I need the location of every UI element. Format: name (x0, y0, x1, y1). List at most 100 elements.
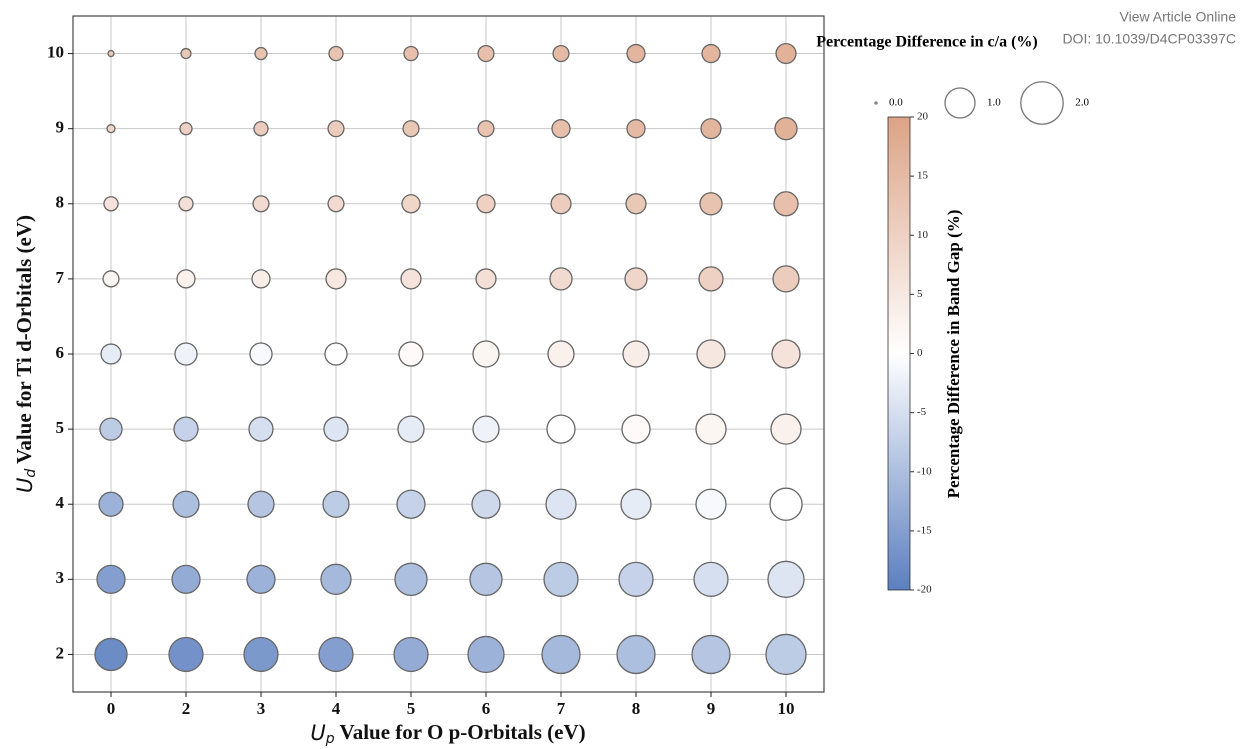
colorbar-tick-label: -15 (917, 524, 932, 536)
bubble (253, 120, 269, 137)
colorbar-tick-label: -20 (917, 584, 932, 596)
size-legend-label: 2.0 (1075, 97, 1089, 109)
bubble (545, 488, 577, 520)
colorbar-tick-label: 10 (917, 229, 929, 241)
bubble (770, 413, 802, 445)
size-legend-marker (944, 87, 976, 119)
x-tick-label: 4 (332, 699, 341, 718)
bubble (99, 417, 123, 441)
x-tick-label: 5 (407, 699, 416, 718)
y-axis-subscript: d (23, 469, 39, 478)
bubble (320, 563, 352, 595)
watermark: View Article Online (1120, 9, 1237, 25)
y-tick-label: 6 (56, 343, 65, 362)
colorbar-title: Percentage Difference in Band Gap (%) (944, 210, 963, 499)
bubble (543, 561, 579, 597)
bubble (552, 44, 570, 63)
size-legend-label: 1.0 (987, 97, 1001, 109)
bubble (472, 340, 500, 368)
bubble (475, 268, 497, 290)
bubble (691, 634, 731, 675)
x-tick-label: 2 (182, 699, 191, 718)
size-legend-title: Percentage Difference in c/a (%) (816, 34, 1038, 51)
bubble (327, 195, 345, 213)
bubble (472, 415, 500, 443)
bubble (700, 118, 722, 140)
bubble (547, 340, 575, 368)
bubble (174, 342, 198, 366)
bubble (96, 564, 126, 594)
bubble (176, 269, 196, 289)
bubble (695, 488, 727, 520)
y-tick-label: 8 (56, 193, 65, 212)
x-axis-symbol: U (310, 721, 325, 745)
bubble (180, 47, 192, 60)
bubble (551, 119, 571, 139)
y-tick-label: 4 (56, 493, 65, 512)
bubble (396, 489, 426, 519)
bubble (252, 195, 270, 213)
bubble (318, 636, 354, 673)
bubble (775, 42, 797, 65)
bubble (401, 194, 421, 214)
bubble (397, 415, 425, 443)
bubble (393, 636, 429, 673)
bubble (246, 564, 276, 594)
bubble (621, 414, 651, 444)
bubble (251, 269, 271, 289)
x-tick-label: 8 (632, 699, 641, 718)
bubble (249, 342, 273, 366)
y-tick-label: 10 (47, 42, 64, 61)
x-axis-title: Up Value for O p-Orbitals (eV) (310, 720, 585, 747)
bubble (98, 491, 124, 517)
bubble (400, 268, 422, 290)
size-legend-label: 0.0 (889, 97, 903, 109)
size-legend-marker (1020, 81, 1064, 125)
x-tick-label: 6 (482, 699, 491, 718)
bubble (106, 124, 116, 134)
bubble (771, 339, 801, 369)
bubble (622, 340, 650, 368)
bubble (626, 43, 646, 64)
bubble (618, 561, 654, 597)
bubble (247, 490, 275, 518)
x-axis-subscript: p (325, 731, 335, 747)
watermark: DOI: 10.1039/D4CP03397C (1062, 31, 1236, 47)
bubble (549, 267, 573, 291)
bubble (172, 490, 200, 518)
size-legend-marker (874, 101, 878, 105)
bubble (398, 341, 424, 367)
bubble (248, 416, 274, 442)
bubble (171, 564, 201, 594)
bubble (550, 193, 572, 215)
y-axis-symbol: U (13, 478, 37, 493)
bubble (324, 342, 348, 366)
bubble (467, 635, 505, 674)
x-tick-label: 3 (257, 699, 266, 718)
colorbar-tick-label: -5 (917, 406, 927, 418)
y-tick-label: 5 (56, 418, 65, 437)
bubble (471, 489, 501, 519)
bubble (243, 636, 279, 673)
bubble (102, 270, 120, 288)
bubble (100, 343, 122, 365)
colorbar-tick-label: 20 (917, 111, 929, 123)
bubble (701, 43, 721, 64)
bubble (695, 413, 727, 445)
bubble (546, 414, 576, 444)
bubble (394, 562, 428, 596)
x-tick-label: 9 (707, 699, 716, 718)
bubble (625, 193, 647, 215)
bubble (626, 119, 646, 139)
y-tick-label: 3 (56, 568, 65, 587)
x-tick-label: 0 (107, 699, 116, 718)
bubble (541, 634, 581, 675)
bubble (178, 196, 194, 212)
colorbar (887, 116, 911, 591)
bubble (693, 561, 729, 597)
x-tick-label: 7 (557, 699, 566, 718)
bubble (477, 120, 495, 138)
bubble (328, 45, 344, 62)
bubble (254, 46, 268, 61)
y-tick-label: 9 (56, 118, 65, 137)
